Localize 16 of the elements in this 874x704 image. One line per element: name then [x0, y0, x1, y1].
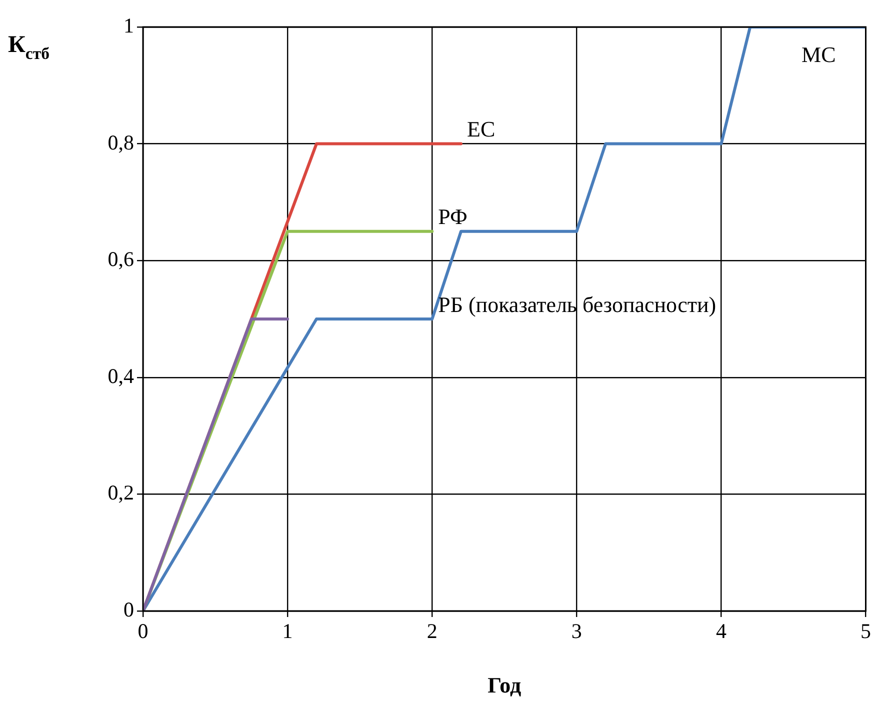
y-tick-label: 0,6 — [108, 247, 134, 272]
y-tick-label: 0,2 — [108, 480, 134, 505]
x-tick-label: 3 — [571, 619, 582, 644]
annotation: ЕС — [467, 116, 496, 142]
y-tick-label: 1 — [124, 14, 134, 38]
y-tick-label: 0,4 — [108, 364, 134, 388]
x-axis-title: Год — [488, 672, 522, 698]
annotation: МС — [802, 42, 836, 67]
y-tick-label: 0 — [124, 598, 134, 622]
annotation: РБ (показатель безопасности) — [438, 292, 716, 317]
x-tick-label: 5 — [860, 619, 871, 644]
annotation: РФ — [438, 204, 468, 230]
y-tick-label: 0,8 — [108, 130, 134, 154]
x-tick-label: 1 — [282, 619, 293, 644]
x-tick-label: 2 — [426, 619, 438, 644]
x-tick-label: 4 — [716, 619, 727, 644]
